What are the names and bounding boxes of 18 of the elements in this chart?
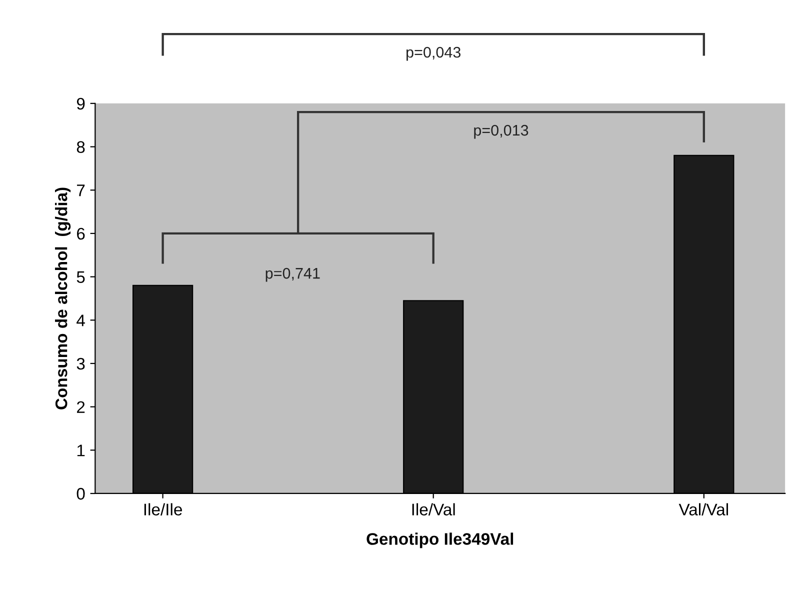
y-tick-label: 5 [76, 271, 85, 283]
text: p=0,043 [406, 46, 461, 61]
annotation: p=0,013 [474, 124, 528, 139]
y-tick-label: 0 [76, 488, 85, 500]
x-tick-label: Val/Val [678, 503, 728, 516]
y-tick-label: 6 [77, 228, 85, 240]
x-axis-title: Genotipo Ile349Val [366, 532, 514, 548]
x-tick-label: Ile/Val [412, 503, 455, 516]
y-tick-label: 4 [76, 314, 85, 326]
x-tick-label: Ile/Ile [144, 503, 182, 516]
y-tick-label: 1 [77, 444, 85, 456]
y-tick-label: 2 [77, 401, 85, 413]
annotation: p=0,741 [266, 268, 320, 282]
y-tick-label: 9 [76, 98, 85, 110]
y-axis-title: Consumo de alcohol (g/dia) [55, 188, 71, 410]
y-tick-label: 3 [76, 358, 85, 370]
y-tick-label: 7 [77, 184, 85, 196]
y-tick-label: 8 [76, 141, 85, 153]
